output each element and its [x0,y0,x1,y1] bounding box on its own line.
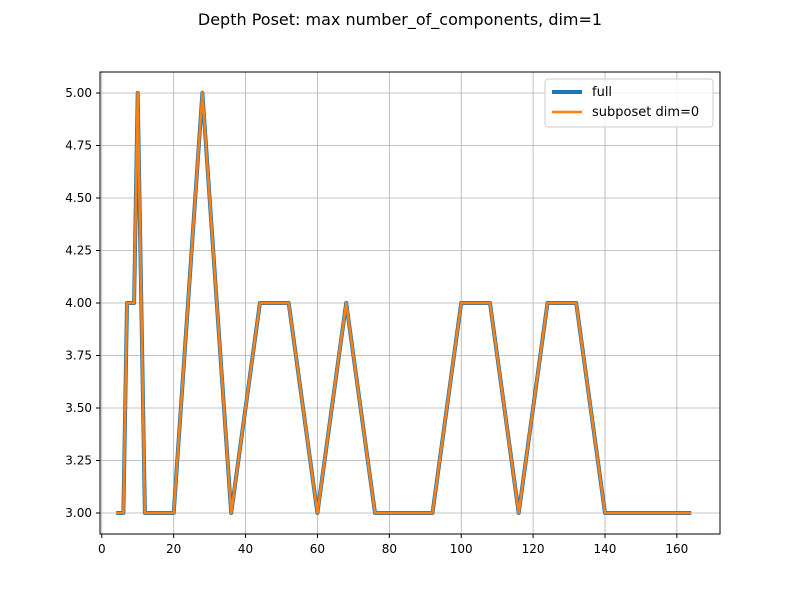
y-tick-label: 4.75 [65,139,92,153]
x-tick-label: 60 [310,542,325,556]
x-tick-label: 20 [166,542,181,556]
x-tick-label: 160 [665,542,688,556]
x-tick-label: 0 [98,542,106,556]
x-tick-label: 120 [522,542,545,556]
chart-title: Depth Poset: max number_of_components, d… [198,10,602,30]
x-tick-label: 80 [382,542,397,556]
y-tick-label: 4.00 [65,296,92,310]
legend: full subposet dim=0 [544,78,714,128]
x-tick-label: 140 [594,542,617,556]
legend-label-subposet: subposet dim=0 [592,105,699,120]
y-tick-label: 4.25 [65,244,92,258]
y-tick-label: 4.50 [65,191,92,205]
x-tick-label: 40 [238,542,253,556]
series-layer [116,91,692,515]
axis-ticks: 0 20 40 60 80 100 120 140 160 3.00 3.25 3.50 3.75 4.0… [65,86,688,556]
grid [100,72,720,534]
y-tick-label: 3.00 [65,506,92,520]
series-line-subposet [116,91,692,515]
y-tick-label: 3.50 [65,401,92,415]
y-tick-label: 3.25 [65,454,92,468]
legend-label-full: full [592,85,612,100]
y-tick-label: 5.00 [65,86,92,100]
y-tick-label: 3.75 [65,349,92,363]
x-tick-label: 100 [450,542,473,556]
legend-box [544,78,714,128]
